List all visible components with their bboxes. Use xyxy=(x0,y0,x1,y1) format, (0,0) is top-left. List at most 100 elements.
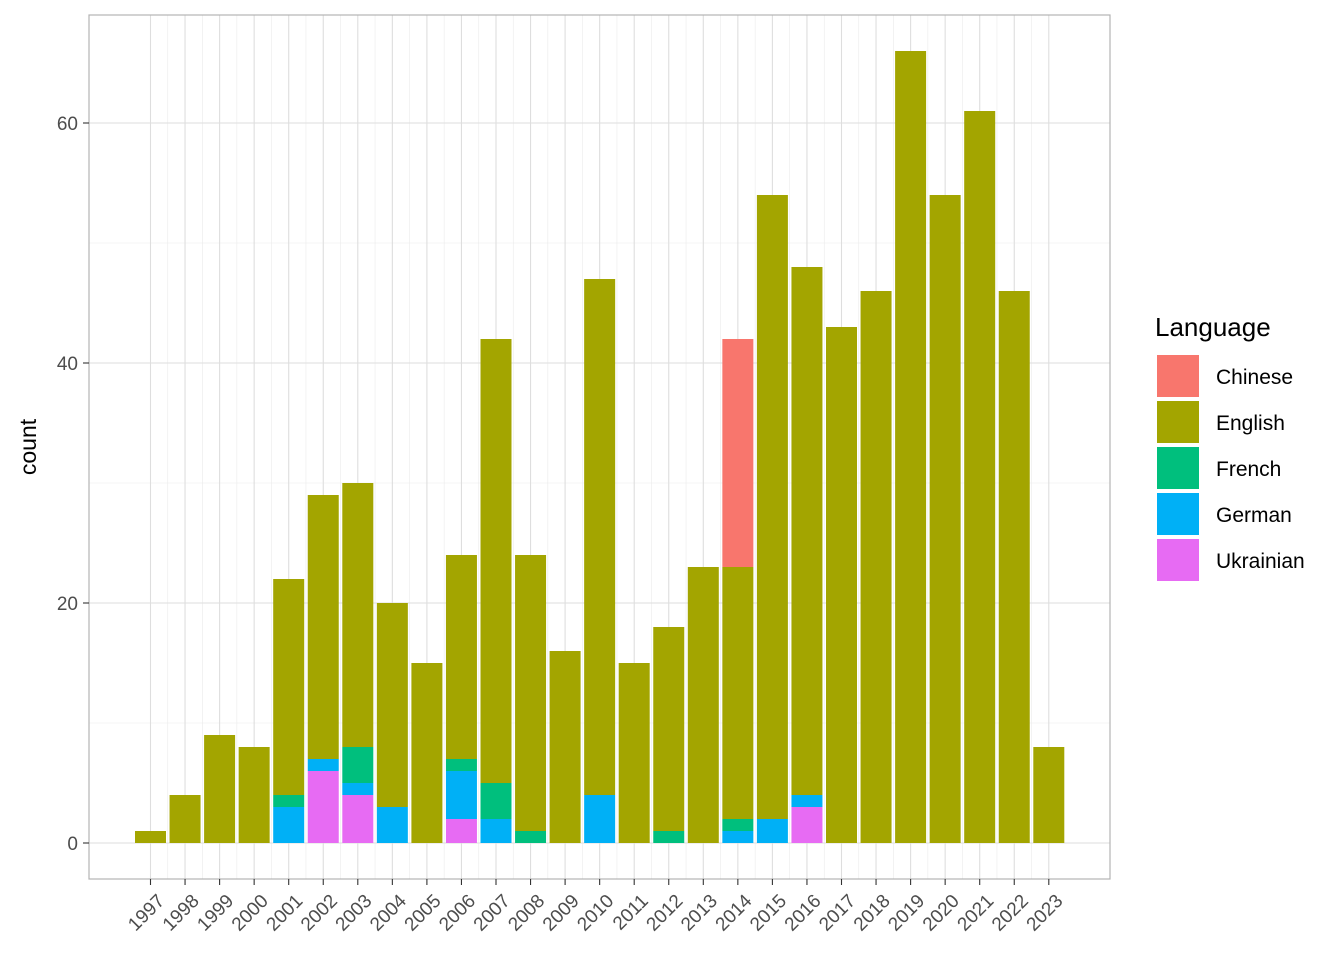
bar-segment-english-2023 xyxy=(1033,747,1065,843)
y-axis-ticks: 0 20 40 60 xyxy=(57,114,89,855)
bar-segment-english-2013 xyxy=(687,567,719,843)
x-tick-label: 2017 xyxy=(815,891,860,936)
bar-segment-english-2016 xyxy=(791,267,823,795)
bar-segment-english-2011 xyxy=(618,663,650,843)
y-tick-label: 60 xyxy=(57,114,78,135)
bar-segment-english-2020 xyxy=(929,195,961,843)
x-tick-label: 2013 xyxy=(677,891,722,936)
bar-segment-english-1997 xyxy=(135,831,166,843)
y-axis-title: count xyxy=(15,418,41,475)
bar-segment-english-2018 xyxy=(860,291,892,843)
x-tick-label: 2014 xyxy=(712,890,757,935)
bar-segment-english-2007 xyxy=(480,339,512,783)
bars xyxy=(135,51,1065,843)
bar-segment-french-2003 xyxy=(342,747,374,783)
bar-segment-german-2003 xyxy=(342,783,374,795)
bar-segment-english-2012 xyxy=(653,627,685,831)
x-tick-label: 2010 xyxy=(573,891,618,936)
bar-segment-english-2009 xyxy=(549,651,581,843)
bar-segment-english-2005 xyxy=(411,663,443,843)
x-tick-label: 2020 xyxy=(919,891,964,936)
legend-key-ukrainian xyxy=(1157,539,1199,581)
bar-segment-german-2016 xyxy=(791,795,823,807)
x-tick-label: 2023 xyxy=(1023,891,1068,936)
x-tick-label: 2008 xyxy=(504,891,549,936)
bar-segment-english-2002 xyxy=(307,495,339,759)
bar-segment-chinese-2014 xyxy=(722,339,754,567)
bar-segment-german-2001 xyxy=(273,807,305,843)
minor-gridlines xyxy=(89,15,1110,879)
x-tick-label: 2019 xyxy=(884,891,929,936)
x-tick-label: 2015 xyxy=(746,891,791,936)
bar-segment-english-2021 xyxy=(964,111,996,843)
bar-segment-ukrainian-2006 xyxy=(445,819,477,843)
legend-label-german: German xyxy=(1216,504,1292,527)
bar-segment-german-2015 xyxy=(756,819,788,843)
bar-segment-german-2007 xyxy=(480,819,512,843)
x-tick-label: 1998 xyxy=(159,891,204,936)
x-tick-label: 2000 xyxy=(228,891,273,936)
x-tick-label: 2003 xyxy=(332,891,377,936)
bar-segment-german-2010 xyxy=(584,795,616,843)
x-tick-label: 2007 xyxy=(470,891,515,936)
legend-key-german xyxy=(1157,493,1199,535)
legend-items: Chinese English French German Ukrainian xyxy=(1157,355,1305,581)
x-tick-label: 2002 xyxy=(297,891,342,936)
bar-segment-german-2006 xyxy=(445,771,477,819)
x-tick-label: 2022 xyxy=(988,891,1033,936)
bar-segment-french-2006 xyxy=(445,759,477,771)
x-tick-label: 2021 xyxy=(954,891,999,936)
bar-segment-english-2022 xyxy=(998,291,1030,843)
legend-label-french: French xyxy=(1216,458,1281,481)
legend-label-chinese: Chinese xyxy=(1216,366,1293,389)
bar-segment-english-2014 xyxy=(722,567,754,819)
bar-segment-german-2014 xyxy=(722,831,754,843)
bar-segment-ukrainian-2016 xyxy=(791,807,823,843)
x-tick-label: 2009 xyxy=(539,891,584,936)
x-tick-label: 2004 xyxy=(366,890,411,935)
bar-segment-english-2008 xyxy=(515,555,547,831)
bar-segment-french-2007 xyxy=(480,783,512,819)
y-tick-label: 40 xyxy=(57,354,78,375)
bar-segment-french-2014 xyxy=(722,819,754,831)
x-tick-label: 2005 xyxy=(401,891,446,936)
bar-segment-french-2012 xyxy=(653,831,685,843)
x-tick-label: 2012 xyxy=(643,891,688,936)
bar-segment-english-2015 xyxy=(756,195,788,819)
x-tick-label: 1997 xyxy=(124,891,169,936)
legend: Language Chinese English French German Ukrai… xyxy=(1155,312,1305,581)
legend-key-french xyxy=(1157,447,1199,489)
x-tick-label: 2011 xyxy=(609,891,653,935)
x-tick-label: 2018 xyxy=(850,891,895,936)
bar-segment-english-2003 xyxy=(342,483,374,747)
bar-segment-english-2004 xyxy=(376,603,408,807)
bar-segment-english-2001 xyxy=(273,579,305,795)
bar-segment-english-2017 xyxy=(826,327,857,843)
legend-key-chinese xyxy=(1157,355,1199,397)
bar-segment-english-1998 xyxy=(169,795,201,843)
x-axis-ticks: 1997199819992000200120022003200420052006… xyxy=(124,879,1067,935)
legend-label-ukrainian: Ukrainian xyxy=(1216,550,1305,573)
bar-segment-english-2000 xyxy=(238,747,270,843)
legend-key-english xyxy=(1157,401,1199,443)
bar-segment-english-2019 xyxy=(895,51,927,843)
bar-segment-english-2010 xyxy=(584,279,616,795)
legend-label-english: English xyxy=(1216,412,1285,435)
bar-segment-french-2001 xyxy=(273,795,305,807)
bar-segment-english-1999 xyxy=(204,735,236,843)
x-tick-label: 2006 xyxy=(435,891,480,936)
bar-segment-french-2008 xyxy=(515,831,547,843)
bar-segment-german-2002 xyxy=(307,759,339,771)
x-tick-label: 2016 xyxy=(781,891,826,936)
bar-segment-ukrainian-2002 xyxy=(307,771,339,843)
y-tick-label: 0 xyxy=(67,834,78,855)
bar-segment-english-2006 xyxy=(445,555,477,759)
x-tick-label: 2001 xyxy=(263,891,308,936)
y-tick-label: 20 xyxy=(57,594,78,615)
legend-title: Language xyxy=(1155,312,1271,342)
bar-segment-ukrainian-2003 xyxy=(342,795,374,843)
bar-segment-german-2004 xyxy=(376,807,408,843)
x-tick-label: 1999 xyxy=(193,891,238,936)
